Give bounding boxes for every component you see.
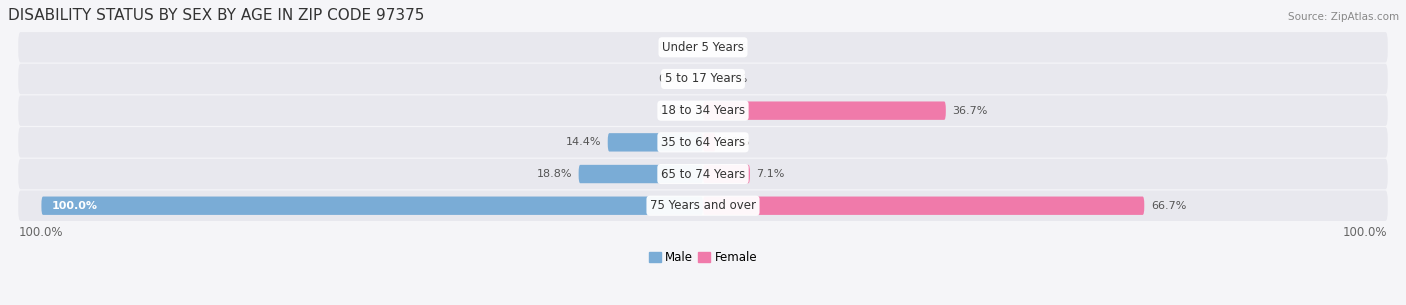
Text: 35 to 64 Years: 35 to 64 Years [661, 136, 745, 149]
Text: 14.4%: 14.4% [565, 137, 602, 147]
FancyBboxPatch shape [703, 102, 946, 120]
FancyBboxPatch shape [18, 191, 1388, 221]
Text: 65 to 74 Years: 65 to 74 Years [661, 167, 745, 181]
Legend: Male, Female: Male, Female [644, 246, 762, 269]
FancyBboxPatch shape [703, 133, 716, 152]
Text: Source: ZipAtlas.com: Source: ZipAtlas.com [1288, 12, 1399, 22]
Text: 18.8%: 18.8% [537, 169, 572, 179]
Text: 75 Years and over: 75 Years and over [650, 199, 756, 212]
Text: DISABILITY STATUS BY SEX BY AGE IN ZIP CODE 97375: DISABILITY STATUS BY SEX BY AGE IN ZIP C… [8, 8, 425, 23]
FancyBboxPatch shape [703, 196, 1144, 215]
Text: 0.0%: 0.0% [658, 42, 686, 52]
FancyBboxPatch shape [18, 159, 1388, 189]
FancyBboxPatch shape [18, 127, 1388, 158]
FancyBboxPatch shape [607, 133, 703, 152]
Text: 5 to 17 Years: 5 to 17 Years [665, 73, 741, 85]
Text: 0.0%: 0.0% [658, 106, 686, 116]
Text: 0.0%: 0.0% [658, 74, 686, 84]
FancyBboxPatch shape [18, 64, 1388, 94]
FancyBboxPatch shape [703, 165, 749, 183]
FancyBboxPatch shape [579, 165, 703, 183]
Text: 100.0%: 100.0% [52, 201, 97, 211]
Text: Under 5 Years: Under 5 Years [662, 41, 744, 54]
Text: 18 to 34 Years: 18 to 34 Years [661, 104, 745, 117]
Text: 1.9%: 1.9% [723, 137, 751, 147]
FancyBboxPatch shape [18, 95, 1388, 126]
FancyBboxPatch shape [18, 32, 1388, 63]
Text: 36.7%: 36.7% [952, 106, 988, 116]
Text: 0.0%: 0.0% [720, 42, 748, 52]
FancyBboxPatch shape [41, 196, 703, 215]
Text: 66.7%: 66.7% [1152, 201, 1187, 211]
Text: 7.1%: 7.1% [756, 169, 785, 179]
Text: 0.0%: 0.0% [720, 74, 748, 84]
